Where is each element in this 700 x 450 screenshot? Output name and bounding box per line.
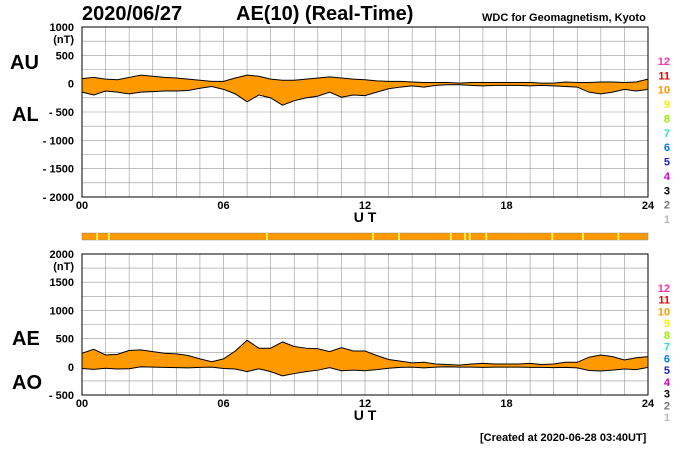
top-station-scale-4: 4 [664, 171, 671, 183]
top-xtick-label: 18 [500, 200, 512, 212]
top-station-scale-3: 3 [664, 185, 670, 197]
top-ytick-label: 1000 [50, 22, 74, 34]
bottom-station-scale-5: 5 [664, 365, 670, 377]
bottom-station-scale-8: 8 [664, 330, 670, 342]
bottom-station-scale-2: 2 [664, 400, 670, 412]
top-xtick-label: 00 [76, 200, 88, 212]
bottom-y-unit-label: (nT) [53, 261, 74, 273]
bottom-station-scale-11: 11 [658, 295, 670, 307]
bottom-ytick-label: 0 [68, 362, 74, 374]
top-xtick-label: 12 [359, 200, 371, 212]
top-xtick-label: 24 [642, 200, 655, 212]
top-station-scale-9: 9 [664, 99, 670, 111]
bottom-xaxis-label: U T [354, 407, 377, 423]
ae-label: AE [12, 328, 40, 350]
chart-title: AE(10) (Real-Time) [236, 3, 414, 25]
station-count-strip-segment [551, 233, 554, 240]
station-count-strip-segment [107, 233, 110, 240]
top-station-scale-2: 2 [664, 200, 670, 212]
top-ytick-label: 500 [56, 50, 74, 62]
top-ytick-label: - 1500 [43, 164, 74, 176]
top-plot-frame [81, 26, 649, 198]
top-series-line-al [81, 84, 649, 106]
station-count-strip-segment [398, 233, 401, 240]
top-ytick-label: 0 [68, 79, 74, 91]
bottom-station-scale-7: 7 [664, 342, 670, 354]
bottom-ytick-label: 500 [56, 334, 74, 346]
top-station-scale-10: 10 [658, 85, 670, 97]
au-label: AU [10, 52, 39, 74]
created-timestamp: [Created at 2020-06-28 03:40UT] [480, 432, 647, 444]
station-count-strip-segment [468, 233, 471, 240]
bottom-xtick-label: 00 [76, 398, 88, 410]
top-station-scale-1: 1 [664, 214, 670, 226]
bottom-station-scale-1: 1 [664, 412, 670, 424]
station-count-strip-segment [96, 233, 99, 240]
station-count-strip-segment [464, 233, 467, 240]
bottom-xtick-label: 12 [359, 398, 371, 410]
station-count-strip-segment [372, 233, 375, 240]
station-count-strip-segment [581, 233, 584, 240]
bottom-station-scale-4: 4 [664, 377, 671, 389]
bottom-ytick-label: 2000 [50, 249, 74, 261]
top-xtick-label: 06 [217, 200, 229, 212]
bottom-station-scale-9: 9 [664, 318, 670, 330]
chart-date: 2020/06/27 [82, 3, 183, 25]
bottom-ytick-label: 1000 [50, 305, 74, 317]
top-ytick-label: - 500 [49, 107, 74, 119]
bottom-series-line-ae [81, 339, 649, 366]
al-label: AL [12, 104, 39, 126]
bottom-series-line-ao [81, 366, 649, 377]
station-count-strip [81, 232, 649, 241]
bottom-ytick-label: - 500 [49, 390, 74, 402]
top-station-scale-5: 5 [664, 157, 670, 169]
station-count-strip-segment [449, 233, 452, 240]
top-station-scale-6: 6 [664, 142, 670, 154]
ao-label: AO [12, 372, 42, 394]
top-xaxis-label: U T [354, 209, 377, 225]
station-count-strip-segment [265, 233, 268, 240]
top-ytick-label: - 1000 [43, 135, 74, 147]
bottom-station-scale-6: 6 [664, 353, 670, 365]
bottom-station-scale-10: 10 [658, 306, 670, 318]
top-series-line-au [81, 74, 649, 84]
bottom-xtick-label: 18 [500, 398, 512, 410]
bottom-plot-frame [81, 253, 649, 396]
station-count-strip-segment [485, 233, 488, 240]
bottom-station-scale-12: 12 [658, 283, 670, 295]
bottom-xtick-label: 24 [642, 398, 655, 410]
top-ytick-label: - 2000 [43, 192, 74, 204]
top-station-scale-11: 11 [658, 70, 670, 82]
top-y-unit-label: (nT) [53, 34, 74, 46]
station-count-strip-segment [617, 233, 620, 240]
top-station-scale-8: 8 [664, 113, 670, 125]
bottom-station-scale-3: 3 [664, 389, 670, 401]
top-station-scale-12: 12 [658, 56, 670, 68]
top-station-scale-7: 7 [664, 128, 670, 140]
organization-label: WDC for Geomagnetism, Kyoto [482, 12, 646, 24]
bottom-xtick-label: 06 [217, 398, 229, 410]
bottom-ytick-label: 1500 [50, 277, 74, 289]
